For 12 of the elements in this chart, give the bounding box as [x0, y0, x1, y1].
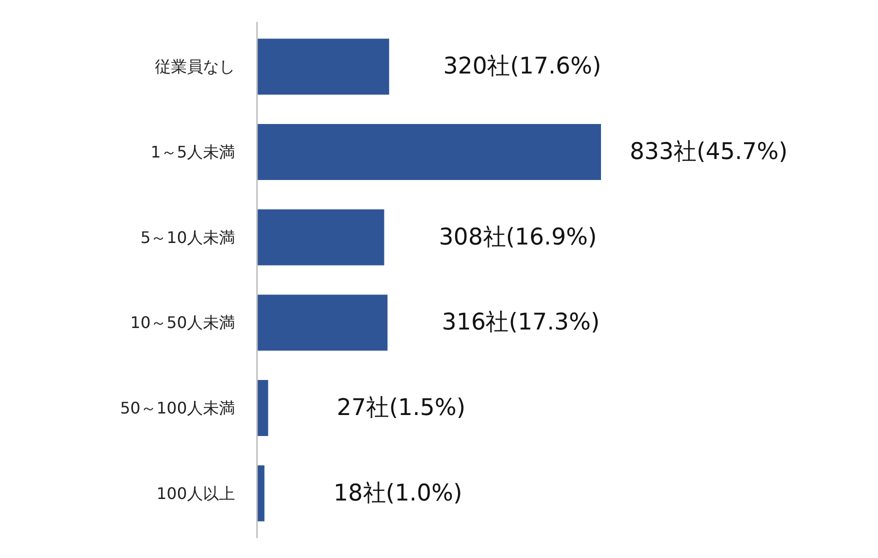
- y-tick-label: 10～50人未満: [130, 313, 235, 332]
- data-label: 308社(16.9%): [438, 224, 597, 250]
- data-label: 833社(45.7%): [630, 139, 788, 165]
- data-label: 27社(1.5%): [336, 395, 466, 421]
- data-label: 18社(1.0%): [334, 480, 462, 506]
- y-tick-label: 1～5人未満: [150, 142, 235, 162]
- data-label: 316社(17.3%): [442, 310, 600, 336]
- y-tick-label: 従業員なし: [155, 57, 235, 76]
- data-label: 320社(17.6%): [443, 54, 602, 80]
- y-tick-label: 5～10人未満: [140, 228, 235, 247]
- y-tick-label: 50～100人未満: [120, 398, 235, 418]
- y-tick-label: 100人以上: [156, 484, 235, 503]
